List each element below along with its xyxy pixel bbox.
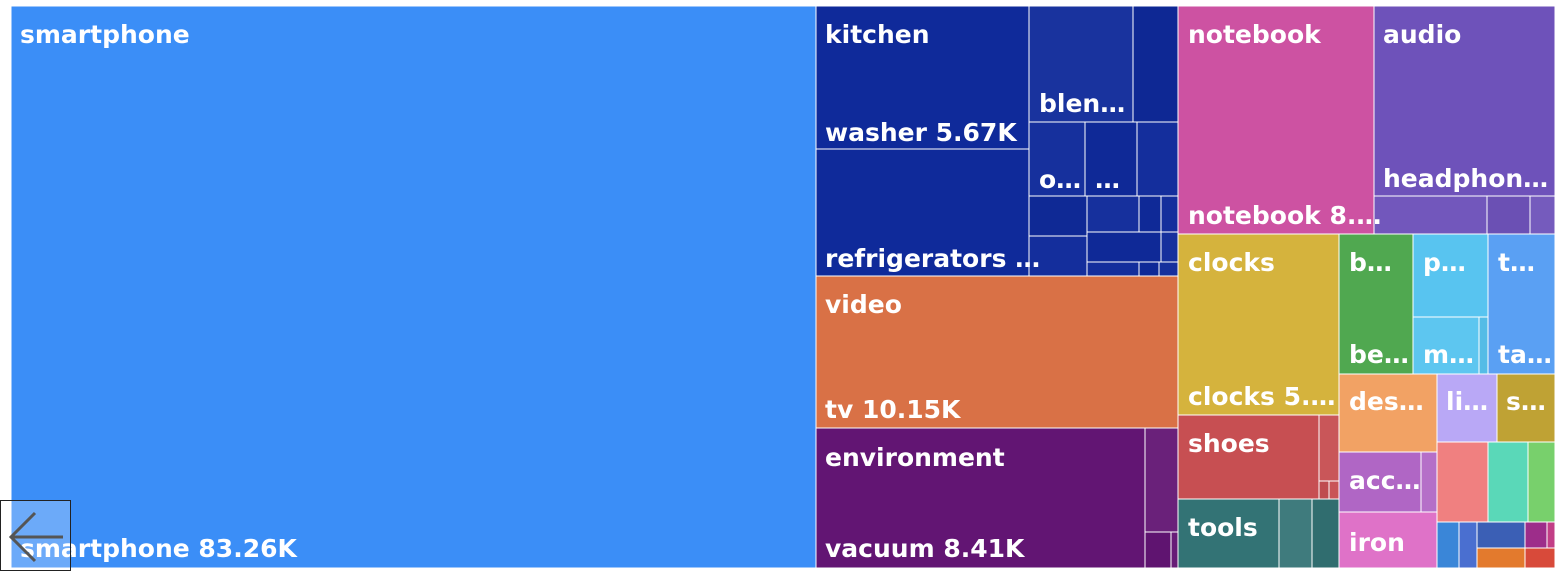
treemap-label-environment: environment bbox=[825, 443, 1005, 472]
treemap-tile-kitchen[interactable] bbox=[1136, 121, 1179, 197]
treemap-label-iron: iron bbox=[1349, 528, 1405, 557]
treemap-label-kitchen: refrigerators … bbox=[825, 244, 1040, 273]
treemap-tile-audio[interactable] bbox=[1486, 195, 1531, 235]
treemap-tile-kitchen[interactable] bbox=[815, 148, 1030, 277]
treemap-label-kitchen: washer 5.67K bbox=[825, 118, 1018, 147]
treemap-tile-des[interactable] bbox=[1338, 373, 1438, 453]
treemap-tile-kitchen[interactable] bbox=[1028, 121, 1086, 197]
treemap-tile-b[interactable] bbox=[1338, 233, 1414, 375]
treemap-tile-t[interactable] bbox=[1487, 233, 1556, 375]
treemap-tile-environment[interactable] bbox=[1144, 427, 1179, 533]
treemap-tile-kitchen[interactable] bbox=[1086, 195, 1140, 233]
treemap-tile-acc[interactable] bbox=[1420, 451, 1438, 513]
treemap-tile-small[interactable] bbox=[1476, 547, 1526, 569]
treemap-tile-small[interactable] bbox=[1476, 521, 1526, 549]
treemap-tile-kitchen[interactable] bbox=[1028, 195, 1088, 237]
treemap-tile-p[interactable] bbox=[1412, 233, 1489, 318]
treemap-tile-shoes[interactable] bbox=[1328, 480, 1340, 500]
treemap-label-acc: acc… bbox=[1349, 466, 1421, 495]
treemap-tile-iron[interactable] bbox=[1338, 511, 1438, 569]
treemap-tile-kitchen[interactable] bbox=[1132, 5, 1179, 123]
treemap-label-b: b… bbox=[1349, 248, 1392, 277]
treemap-tile-small[interactable] bbox=[1524, 547, 1556, 569]
treemap-label-clocks: clocks 5.… bbox=[1188, 382, 1336, 411]
treemap-tile-shoes[interactable] bbox=[1177, 414, 1320, 500]
treemap-tile-shoes[interactable] bbox=[1318, 414, 1340, 482]
treemap-tile-acc[interactable] bbox=[1338, 451, 1422, 513]
treemap-tile-audio[interactable] bbox=[1373, 195, 1488, 235]
treemap-label-p: m… bbox=[1423, 340, 1474, 369]
treemap-tile-small[interactable] bbox=[1436, 441, 1489, 523]
treemap-label-des: des… bbox=[1349, 387, 1424, 416]
back-button[interactable] bbox=[0, 500, 71, 571]
treemap-label-audio: audio bbox=[1383, 20, 1461, 49]
treemap-tile-small[interactable] bbox=[1487, 441, 1529, 523]
treemap-tile-kitchen[interactable] bbox=[1160, 195, 1179, 233]
treemap-label-environment: vacuum 8.41K bbox=[825, 534, 1026, 563]
treemap-tile-small[interactable] bbox=[1527, 441, 1556, 523]
treemap-label-t: t… bbox=[1498, 248, 1535, 277]
treemap-tile-environment[interactable] bbox=[1170, 531, 1179, 569]
treemap-label-video: tv 10.15K bbox=[825, 395, 962, 424]
treemap-tile-kitchen[interactable] bbox=[1086, 261, 1140, 277]
treemap-tile-kitchen[interactable] bbox=[1028, 5, 1134, 123]
treemap-tile-small[interactable] bbox=[1546, 521, 1556, 549]
treemap-tile-environment[interactable] bbox=[815, 427, 1146, 569]
treemap-tile-p[interactable] bbox=[1478, 316, 1489, 375]
treemap-tile-kitchen[interactable] bbox=[1158, 261, 1179, 277]
treemap-tile-tools[interactable] bbox=[1311, 498, 1340, 569]
treemap-tile-s[interactable] bbox=[1496, 373, 1556, 443]
treemap-tile-tools[interactable] bbox=[1177, 498, 1280, 569]
treemap-label-t: ta… bbox=[1498, 340, 1552, 369]
treemap-tile-environment[interactable] bbox=[1144, 531, 1172, 569]
treemap-label-notebook: notebook 8.… bbox=[1188, 201, 1381, 230]
treemap-tile-small[interactable] bbox=[1524, 521, 1548, 549]
treemap-label-kitchen: blen… bbox=[1039, 89, 1125, 118]
treemap-tile-kitchen[interactable] bbox=[1086, 231, 1162, 263]
treemap-label-shoes: shoes bbox=[1188, 429, 1270, 458]
treemap-tile-shoes[interactable] bbox=[1318, 480, 1330, 500]
treemap-label-audio: headphon… bbox=[1383, 164, 1548, 193]
treemap-tile-kitchen[interactable] bbox=[1160, 231, 1179, 263]
treemap-label-s: s… bbox=[1506, 387, 1546, 416]
treemap-label-smartphone: smartphone 83.26K bbox=[20, 534, 298, 563]
treemap-tile-small[interactable] bbox=[1458, 521, 1478, 569]
treemap-tile-p[interactable] bbox=[1412, 316, 1480, 375]
treemap-label-clocks: clocks bbox=[1188, 248, 1275, 277]
treemap-label-p: p… bbox=[1423, 248, 1466, 277]
treemap-tile-audio[interactable] bbox=[1529, 195, 1556, 235]
treemap-tile-kitchen[interactable] bbox=[1138, 261, 1160, 277]
treemap-label-smartphone: smartphone bbox=[20, 20, 190, 49]
treemap-label-li: li… bbox=[1446, 387, 1488, 416]
treemap-label-kitchen: o… bbox=[1039, 165, 1081, 194]
treemap-tile-video[interactable] bbox=[815, 275, 1179, 429]
treemap-tile-kitchen[interactable] bbox=[1138, 195, 1162, 233]
treemap-label-kitchen: kitchen bbox=[825, 20, 930, 49]
arrow-left-icon bbox=[8, 511, 63, 563]
treemap-label-video: video bbox=[825, 290, 902, 319]
treemap-label-tools: tools bbox=[1188, 513, 1258, 542]
treemap-tile-smartphone[interactable] bbox=[10, 5, 817, 569]
treemap-tile-small[interactable] bbox=[1436, 521, 1460, 569]
treemap-label-notebook: notebook bbox=[1188, 20, 1322, 49]
treemap-label-b: be… bbox=[1349, 340, 1409, 369]
treemap-tile-audio[interactable] bbox=[1373, 5, 1556, 197]
treemap-tile-kitchen[interactable] bbox=[815, 5, 1030, 150]
treemap-tile-kitchen[interactable] bbox=[1028, 235, 1088, 277]
treemap-tile-li[interactable] bbox=[1436, 373, 1498, 443]
treemap-label-kitchen: … bbox=[1095, 165, 1120, 194]
treemap-tile-tools[interactable] bbox=[1278, 498, 1313, 569]
